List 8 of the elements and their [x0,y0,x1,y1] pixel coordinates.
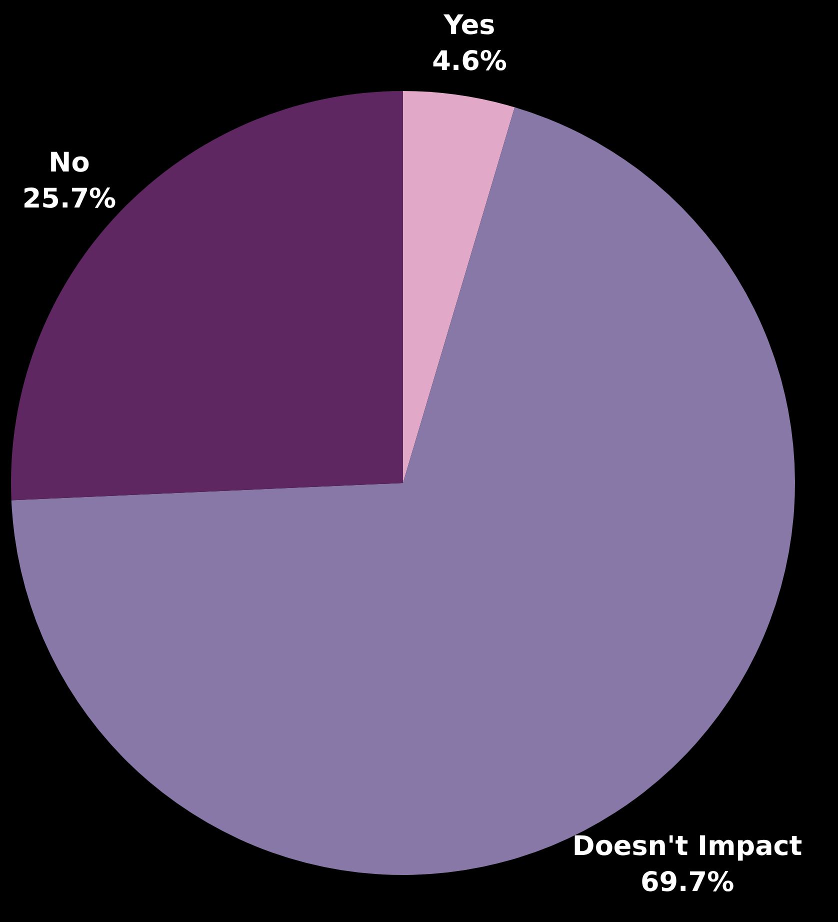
data-label: 69.7% [640,867,734,898]
slice-label: Doesn't Impact [572,831,802,862]
data-label: 25.7% [22,184,116,215]
slice-label: No [48,148,90,179]
data-label: 4.6% [432,46,507,77]
pie-slice [11,91,403,500]
slice-label: Yes [442,10,496,41]
pie-slice [403,91,515,483]
